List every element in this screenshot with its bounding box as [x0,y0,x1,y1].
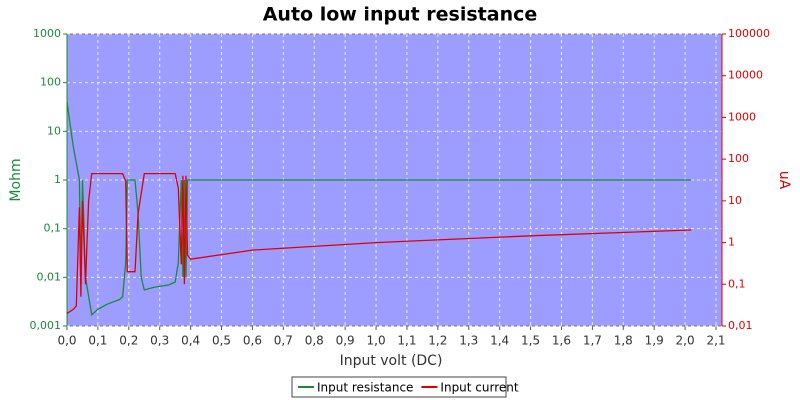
x-tick-label: 1,6 [552,334,571,348]
y-tick-label: 0,01 [37,270,62,283]
x-axis-label: Input volt (DC) [340,353,443,369]
x-tick-label: 2,1 [706,334,725,348]
y2-tick-label: 0,1 [728,277,746,290]
y2-tick-label: 10 [728,194,742,207]
x-tick-label: 0,0 [57,334,76,348]
x-tick-label: 2,0 [676,334,695,348]
chart-title: Auto low input resistance [263,4,538,26]
y-tick-label: 0,001 [30,319,62,332]
x-tick-label: 0,2 [119,334,138,348]
x-tick-label: 1,2 [428,334,447,348]
y-tick-label: 100 [40,76,61,89]
y-tick-label: 10 [47,124,61,137]
x-tick-label: 1,5 [521,334,540,348]
y2-tick-label: 1 [728,236,735,249]
x-tick-label: 1,1 [397,334,416,348]
x-tick-label: 0,4 [181,334,200,348]
x-tick-label: 0,5 [212,334,231,348]
y-axis-label: Mohm [8,158,24,201]
x-tick-label: 0,3 [150,334,169,348]
legend: Input resistance Input current [291,376,519,398]
x-tick-label: 0,8 [305,334,324,348]
x-tick-label: 0,7 [274,334,293,348]
legend-label: Input resistance [317,381,413,395]
y2-tick-label: 0,01 [728,319,753,332]
x-tick-label: 0,9 [336,334,355,348]
legend-box [291,376,507,398]
x-tick-label: 0,6 [243,334,262,348]
y2-axis-label: uA [776,171,792,190]
x-tick-label: 1,7 [583,334,602,348]
x-tick-label: 1,4 [490,334,509,348]
x-tick-label: 0,1 [88,334,107,348]
y-tick-label: 1000 [33,27,61,40]
x-tick-label: 1,3 [459,334,478,348]
y2-tick-label: 1000 [728,110,756,123]
y2-tick-label: 10000 [728,69,763,82]
x-tick-label: 1,0 [367,334,386,348]
y-tick-label: 0,1 [44,222,62,235]
x-tick-label: 1,9 [645,334,664,348]
y2-tick-label: 100 [728,152,749,165]
x-tick-label: 1,8 [614,334,633,348]
legend-label: Input current [440,381,518,395]
y2-tick-label: 100000 [728,27,770,40]
y-tick-label: 1 [54,173,61,186]
series-line [66,172,692,314]
